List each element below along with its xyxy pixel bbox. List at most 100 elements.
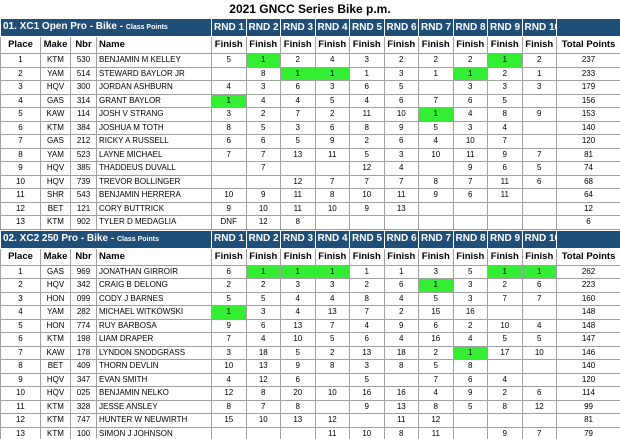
- finish: 4: [383, 332, 420, 347]
- finish: DNF: [211, 215, 247, 230]
- finish: 5: [418, 359, 454, 374]
- finish: 10: [521, 345, 558, 360]
- column-label: Finish: [487, 247, 523, 266]
- rider-name: LYNDON SNODGRASS: [95, 345, 213, 360]
- finish: 5: [349, 147, 385, 162]
- rider-name: JONATHAN GIRROIR: [95, 264, 213, 279]
- round-header: RND 9: [487, 18, 523, 37]
- finish: 9: [280, 359, 316, 374]
- finish: 1: [521, 66, 558, 81]
- finish: 8: [314, 359, 351, 374]
- finish-win: 1: [521, 264, 558, 279]
- number: 739: [70, 174, 97, 189]
- total-points: 153: [556, 107, 620, 122]
- finish: 9: [314, 134, 351, 149]
- finish: 4: [280, 291, 316, 306]
- rider-row: 2 YAM 514 STEWARD BAYLOR JR 8 1 1 1 3 1 1 2 1 233: [0, 66, 620, 81]
- finish: 9: [487, 426, 523, 439]
- finish: [521, 359, 558, 374]
- finish: 8: [314, 188, 351, 203]
- total-points: 148: [556, 318, 620, 333]
- round-header: RND 6: [383, 229, 420, 249]
- finish: 10: [314, 201, 351, 216]
- place: 12: [0, 413, 41, 428]
- finish: 6: [211, 264, 247, 279]
- finish: 3: [452, 278, 489, 293]
- place: 7: [0, 134, 41, 149]
- round-header: RND 3: [280, 229, 316, 249]
- total-points: 68: [556, 174, 620, 189]
- column-label: Finish: [487, 36, 523, 54]
- total-points: 74: [556, 161, 620, 176]
- finish: [521, 305, 558, 320]
- make: KAW: [40, 107, 71, 122]
- finish: 2: [418, 53, 454, 68]
- make: HON: [40, 291, 71, 306]
- rider-row: 6 KTM 384 JOSHUA M TOTH 8 5 3 6 8 9 5 3 4 140: [0, 120, 620, 135]
- number: 114: [70, 107, 97, 122]
- number: 198: [70, 332, 97, 347]
- finish: 9: [211, 318, 247, 333]
- place: 4: [0, 305, 41, 320]
- make: GAS: [40, 264, 71, 279]
- finish: 6: [452, 93, 489, 108]
- rider-name: CODY J BARNES: [95, 291, 213, 306]
- finish: 9: [349, 201, 385, 216]
- finish: 7: [487, 291, 523, 306]
- finish: 9: [418, 188, 454, 203]
- finish: 4: [418, 386, 454, 401]
- finish: 3: [314, 80, 351, 95]
- finish: [349, 215, 385, 230]
- section-title: 01. XC1 Open Pro - Bike - Class Points: [0, 18, 213, 37]
- rider-row: 5 KAW 114 JOSH V STRANG 3 2 7 2 11 10 1 4 8 9 153: [0, 107, 620, 122]
- finish: 10: [211, 188, 247, 203]
- finish: [418, 161, 454, 176]
- number: 774: [70, 318, 97, 333]
- finish: 6: [245, 134, 282, 149]
- finish: 7: [521, 291, 558, 306]
- total-points: 233: [556, 66, 620, 81]
- finish: 3: [314, 278, 351, 293]
- finish: 12: [349, 161, 385, 176]
- number: 328: [70, 399, 97, 414]
- finish: 8: [245, 66, 282, 81]
- finish: 2: [487, 66, 523, 81]
- number: 121: [70, 201, 97, 216]
- rider-row: 12 BET 121 CORY BUTTRICK 9 10 11 10 9 13 12: [0, 201, 620, 216]
- finish: 3: [280, 278, 316, 293]
- number: 385: [70, 161, 97, 176]
- number: 409: [70, 359, 97, 374]
- total-points: 223: [556, 278, 620, 293]
- column-label: Finish: [211, 247, 247, 266]
- finish: 10: [349, 426, 385, 439]
- finish: 8: [452, 359, 489, 374]
- round-header: RND 2: [245, 229, 282, 249]
- finish: [487, 201, 523, 216]
- round-header: RND 2: [245, 18, 282, 37]
- finish: 10: [211, 359, 247, 374]
- finish: 3: [521, 80, 558, 95]
- finish: 1: [349, 264, 385, 279]
- total-points: 81: [556, 147, 620, 162]
- finish: 8: [418, 174, 454, 189]
- finish: 6: [521, 386, 558, 401]
- make: YAM: [40, 305, 71, 320]
- finish: 12: [314, 413, 351, 428]
- number: 384: [70, 120, 97, 135]
- column-label: Finish: [383, 36, 420, 54]
- number: 178: [70, 345, 97, 360]
- rider-name: CRAIG B DELONG: [95, 278, 213, 293]
- rider-name: STEWARD BAYLOR JR: [95, 66, 213, 81]
- rider-name: BENJAMIN M KELLEY: [95, 53, 213, 68]
- finish-win: 1: [245, 264, 282, 279]
- finish: 7: [314, 174, 351, 189]
- finish: 7: [452, 174, 489, 189]
- place: 9: [0, 161, 41, 176]
- finish: 18: [245, 345, 282, 360]
- finish: 10: [280, 332, 316, 347]
- section-table: 02. XC2 250 Pro - Bike - Class Points RND…: [0, 229, 620, 439]
- total-points: 81: [556, 413, 620, 428]
- place: 6: [0, 332, 41, 347]
- rider-name: LAYNE MICHAEL: [95, 147, 213, 162]
- finish: 3: [349, 359, 385, 374]
